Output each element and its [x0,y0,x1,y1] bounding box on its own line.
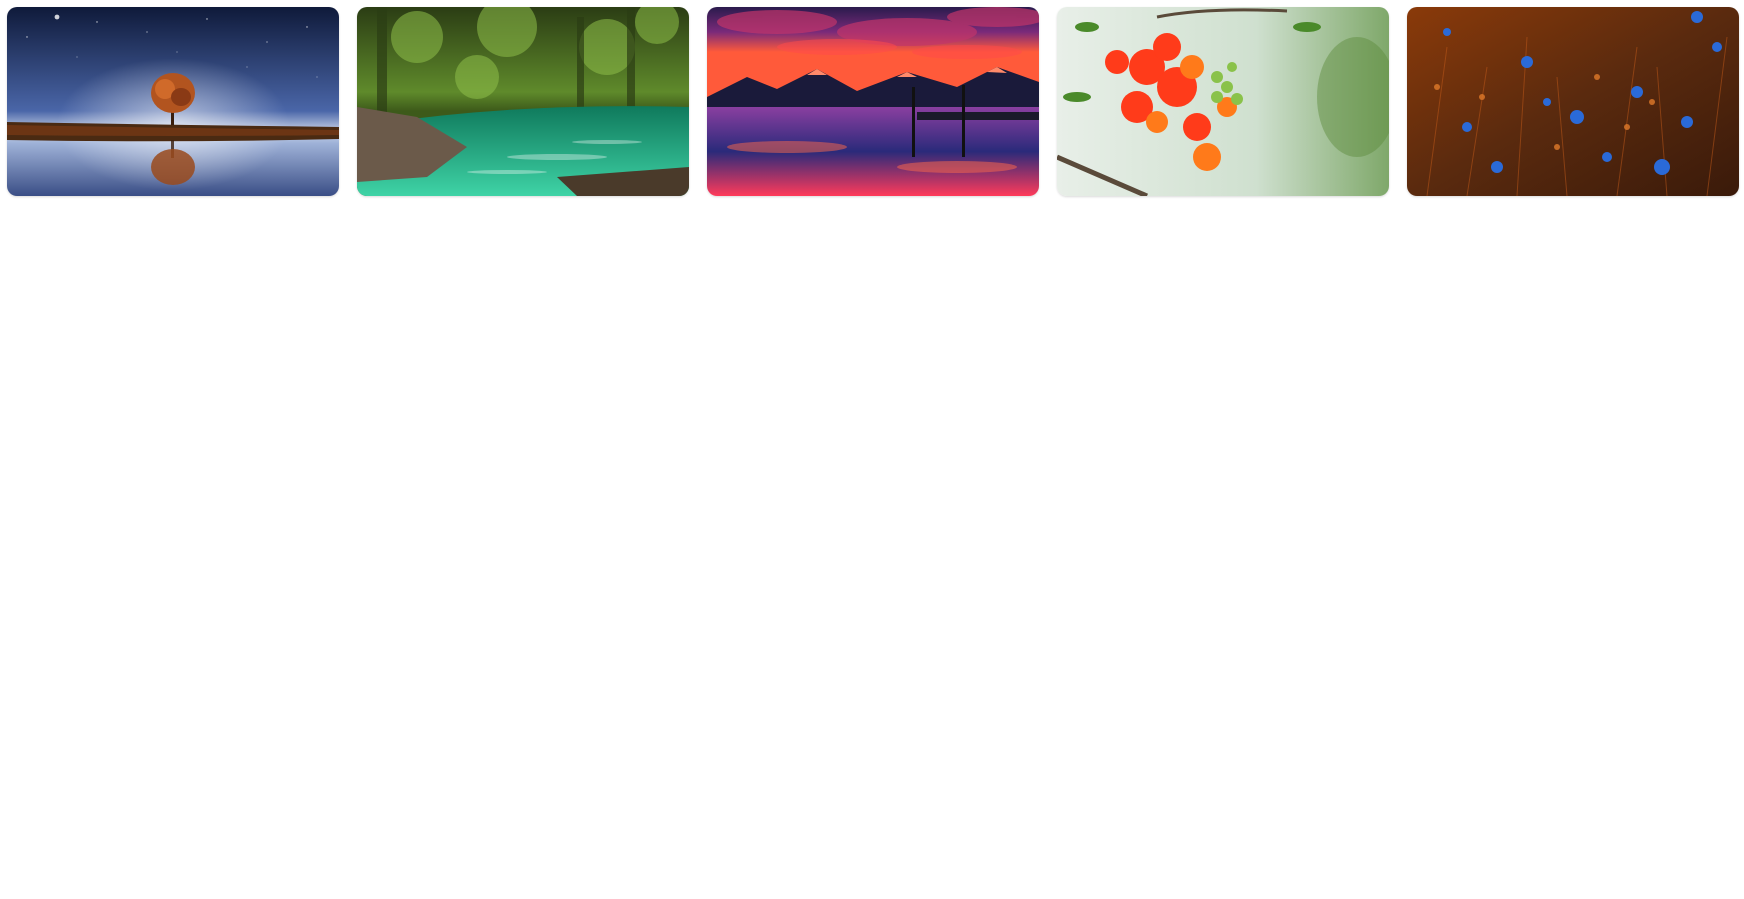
mountain-lake-image [707,7,1039,196]
forest-river-image [357,7,689,196]
gallery-image-forest-river[interactable] [357,7,689,196]
gallery-image-red-flowers[interactable] [1057,7,1389,196]
gallery-image-mountain-lake[interactable] [707,7,1039,196]
gallery-image-blue-wildflowers[interactable] [1407,7,1739,196]
blue-wildflowers-image [1407,7,1739,196]
image-gallery [7,7,1739,196]
gallery-image-tree-reflection[interactable] [7,7,339,196]
red-flowers-image [1057,7,1389,196]
tree-reflection-image [7,7,339,196]
